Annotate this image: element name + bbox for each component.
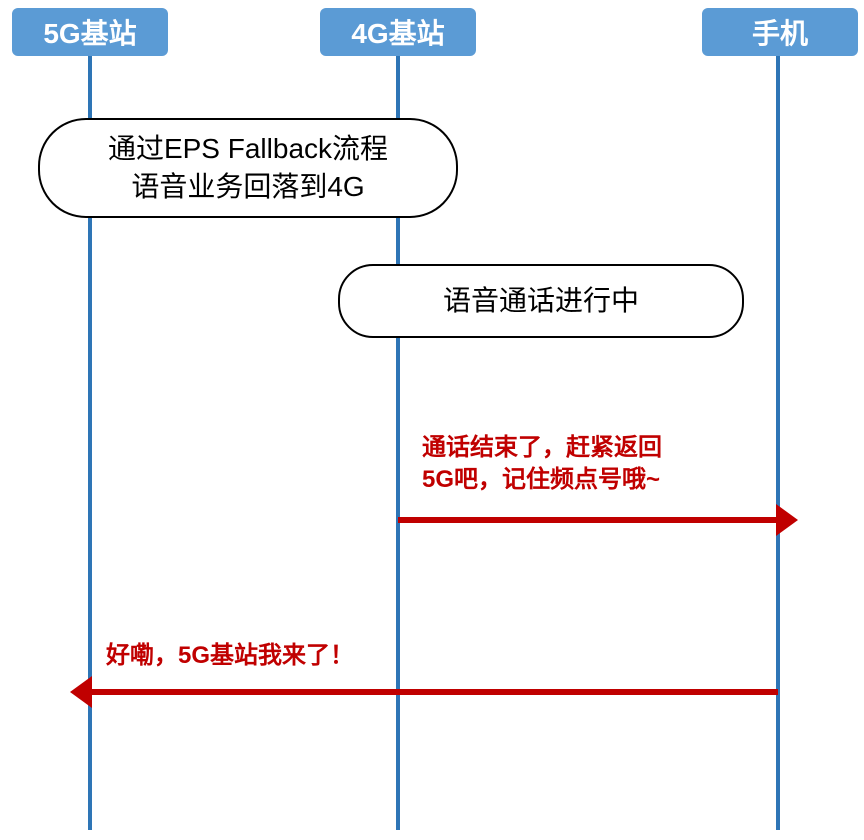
actor-label: 5G基站 <box>43 12 136 52</box>
msg-call-end-arrowhead-icon <box>776 504 798 536</box>
actor-bs4g: 4G基站 <box>320 8 476 56</box>
actor-label: 4G基站 <box>351 12 444 52</box>
msg-call-end-label: 通话结束了，赶紧返回 5G吧，记住频点号哦~ <box>422 432 662 497</box>
sequence-diagram: 5G基站 4G基站 手机通过EPS Fallback流程 语音业务回落到4G 语音通话… <box>0 0 864 840</box>
lifeline-ue <box>776 56 780 830</box>
msg-return-5g-arrowhead-icon <box>70 676 92 708</box>
note-eps-fallback: 通过EPS Fallback流程 语音业务回落到4G <box>38 118 458 218</box>
msg-return-5g-label: 好嘞，5G基站我来了！ <box>106 640 354 672</box>
actor-label: 手机 <box>752 12 808 52</box>
msg-return-5g-line <box>90 689 778 695</box>
note-voice-ongoing: 语音通话进行中 <box>338 264 744 338</box>
msg-call-end-line <box>398 517 778 523</box>
actor-ue: 手机 <box>702 8 858 56</box>
actor-bs5g: 5G基站 <box>12 8 168 56</box>
